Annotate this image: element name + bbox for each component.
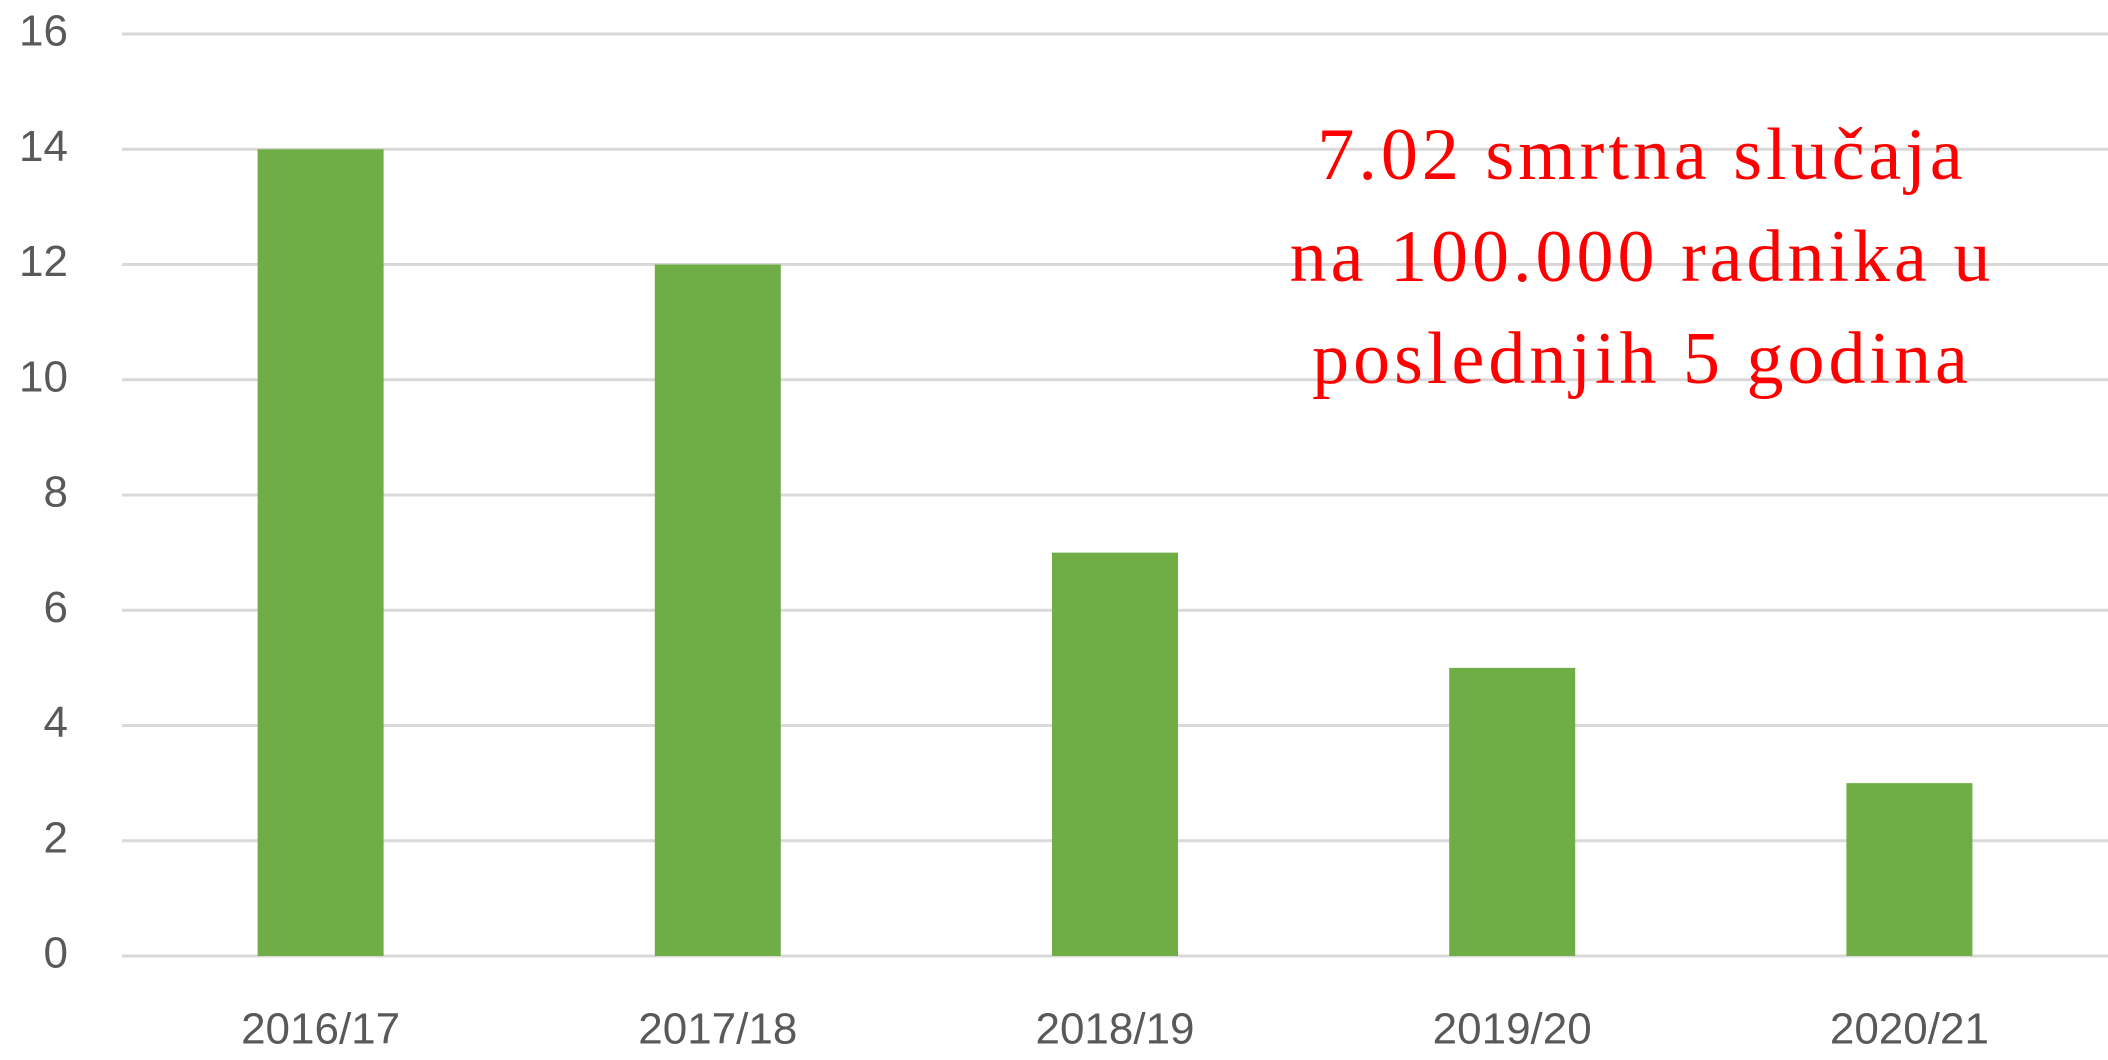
y-tick-label: 16	[19, 7, 68, 56]
x-tick-label: 2016/17	[241, 1005, 400, 1054]
y-tick-label: 6	[44, 583, 68, 632]
x-tick-label: 2018/19	[1035, 1005, 1194, 1054]
bar	[654, 264, 781, 956]
y-tick-label: 4	[44, 698, 68, 747]
x-tick-label: 2019/20	[1433, 1005, 1592, 1054]
y-tick-label: 14	[19, 122, 68, 171]
y-tick-label: 2	[44, 813, 68, 862]
annotation: 7.02 smrtna slučaja	[1317, 114, 1966, 196]
x-tick-label: 2020/21	[1830, 1005, 1989, 1054]
bar	[1052, 552, 1178, 956]
y-tick-label: 12	[19, 237, 68, 286]
bar	[1846, 783, 1973, 956]
annotation: na 100.000 radnika u	[1290, 216, 1995, 298]
x-tick-label: 2017/18	[638, 1005, 797, 1054]
y-tick-label: 10	[19, 352, 68, 401]
y-tick-label: 8	[44, 468, 68, 517]
bar	[257, 149, 384, 956]
annotation: poslednjih 5 godina	[1312, 318, 1972, 400]
bar	[1449, 667, 1576, 956]
y-tick-label: 0	[44, 929, 68, 978]
